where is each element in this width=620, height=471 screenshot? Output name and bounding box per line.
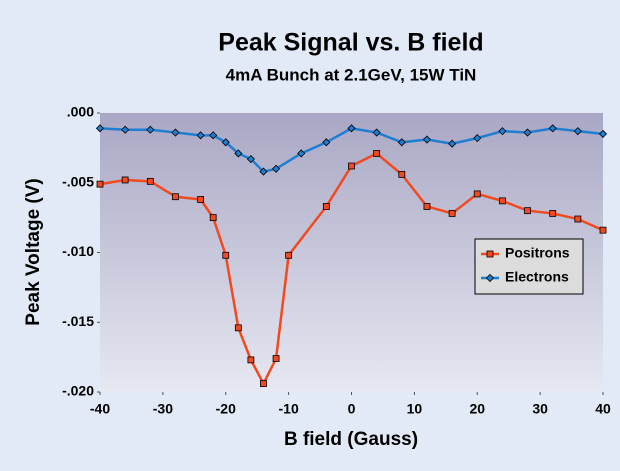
marker [234,324,242,332]
legend-marker [485,273,495,283]
x-tick-label: -20 [216,401,236,417]
marker [523,128,532,137]
marker [599,226,607,234]
marker [598,129,608,138]
x-tick-label: 30 [532,401,548,417]
y-axis-label: Peak Voltage (V) [23,178,44,325]
marker [373,150,381,157]
legend-marker [486,250,494,258]
marker [260,380,267,388]
x-tick-label: -10 [279,401,299,417]
marker [573,127,582,136]
marker [473,190,481,198]
marker [498,127,507,136]
marker [221,138,230,147]
marker [96,180,104,188]
legend-label: Positrons [505,245,570,261]
x-tick-label: 40 [595,401,611,417]
marker [524,207,531,215]
marker [322,138,331,147]
marker [171,128,180,137]
marker [146,177,154,185]
y-tick-label: -.020 [62,383,94,399]
y-tick-label: -.005 [62,173,94,189]
marker [95,124,105,133]
marker [209,131,218,140]
marker [246,154,255,164]
marker [172,193,179,201]
marker [422,135,432,144]
legend-box [474,238,584,295]
series-line [99,151,604,387]
marker [448,139,457,148]
marker [372,128,381,137]
marker [121,125,130,134]
marker [347,124,356,133]
marker [222,251,230,259]
x-tick-label: 20 [469,401,485,417]
marker [234,149,243,158]
y-tick-label: -.015 [62,313,94,329]
marker [121,176,129,184]
marker [548,124,557,133]
x-tick-label: -30 [153,401,173,417]
marker [322,203,330,210]
marker [272,355,280,362]
marker [247,356,255,364]
y-tick-label: -.010 [62,243,94,259]
x-tick-label: 10 [407,401,423,417]
marker [574,215,582,223]
marker [549,210,557,217]
marker [423,203,431,210]
marker [498,197,506,205]
marker [197,196,205,203]
marker [397,138,406,147]
chart-subtitle: 4mA Bunch at 2.1GeV, 15W TiN [226,65,477,84]
marker [285,251,293,259]
marker [209,214,217,222]
marker [196,131,205,140]
series-line [99,127,604,173]
chart-title: Peak Signal vs. B field [218,29,483,57]
marker [259,167,268,176]
marker [448,210,456,217]
marker [348,162,355,170]
marker [271,164,281,173]
x-axis-label: B field (Gauss) [284,429,418,450]
marker [146,125,155,134]
marker [473,134,482,143]
marker [297,149,306,158]
y-tick-label: .000 [67,104,94,120]
marker [398,170,406,178]
legend-label: Electrons [505,269,569,285]
x-tick-label: 0 [348,401,356,417]
x-tick-label: -40 [90,401,110,417]
